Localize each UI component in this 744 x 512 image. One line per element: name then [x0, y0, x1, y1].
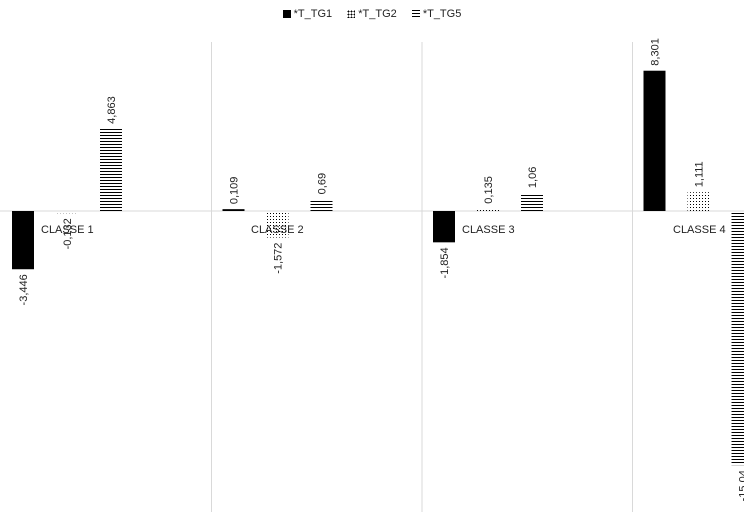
category-label: CLASSE 1 [41, 224, 94, 236]
legend-swatch-solid [282, 10, 291, 18]
bar [521, 193, 543, 211]
bar [266, 211, 289, 238]
category-label: CLASSE 3 [462, 224, 515, 236]
data-label: -15,04 [738, 470, 744, 501]
legend-swatch-lined [411, 10, 420, 18]
data-label: 1,06 [527, 167, 539, 188]
data-label: 0,69 [317, 173, 329, 194]
legend-swatch-dotted [347, 10, 356, 18]
bar [100, 128, 122, 211]
bar [222, 209, 245, 211]
data-label: -1,572 [273, 243, 285, 274]
legend-item-tg5: *T_TG5 [411, 8, 462, 20]
legend: *T_TG1 *T_TG2 *T_TG5 [0, 8, 744, 20]
bar [56, 211, 78, 214]
data-label: -3,446 [18, 274, 30, 305]
data-label: -1,854 [439, 247, 451, 278]
data-label: -0,132 [62, 218, 74, 249]
bar [477, 208, 499, 211]
legend-label-tg2: *T_TG2 [358, 8, 397, 20]
category-label: CLASSE 4 [673, 224, 726, 236]
bar [731, 211, 744, 466]
bar [433, 211, 455, 243]
data-label: 4,863 [106, 96, 118, 124]
data-label: 1,111 [694, 161, 706, 187]
data-label: 0,109 [229, 177, 241, 205]
bar [687, 192, 710, 211]
category-label: CLASSE 2 [251, 224, 304, 236]
bar [12, 211, 34, 270]
data-label: 0,135 [483, 176, 495, 204]
bar [310, 199, 333, 211]
legend-item-tg1: *T_TG1 [282, 8, 333, 20]
data-label: 8,301 [650, 38, 662, 66]
legend-label-tg1: *T_TG1 [293, 8, 333, 20]
legend-label-tg5: *T_TG5 [422, 8, 462, 20]
bar [643, 70, 666, 211]
legend-item-tg2: *T_TG2 [347, 8, 397, 20]
